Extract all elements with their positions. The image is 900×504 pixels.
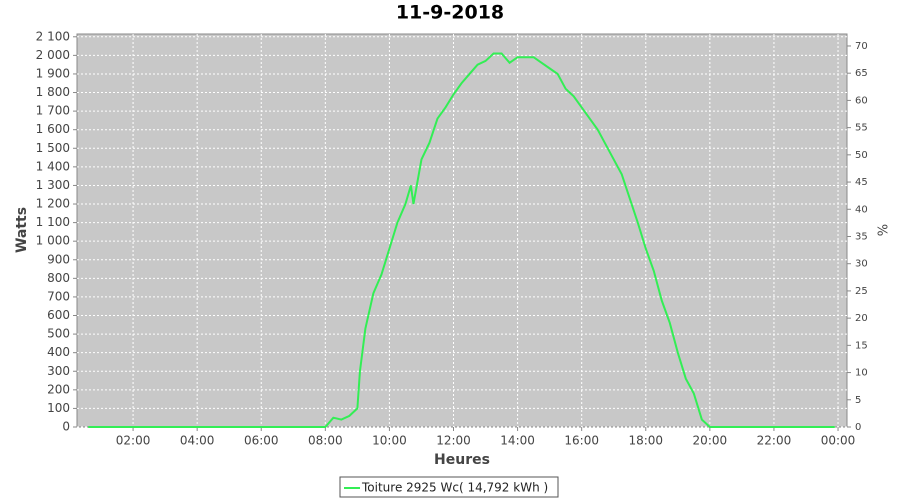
y2-tick-label: 65 [855,68,868,79]
y-tick-label: 500 [47,327,70,341]
x-tick-label: 06:00 [244,434,279,448]
y2-tick-label: 60 [855,95,868,106]
y-tick-label: 1 000 [36,234,70,248]
y-tick-label: 200 [47,382,70,396]
y2-tick-label: 25 [855,286,868,297]
y2-tick-label: 15 [855,340,868,351]
y2-tick-label: 10 [855,368,868,379]
y2-tick-label: 20 [855,313,868,324]
y2-tick-label: 50 [855,150,868,161]
y2-tick-label: 5 [855,395,861,406]
y-tick-label: 2 000 [36,48,70,62]
y2-tick-label: 45 [855,177,868,188]
chart-title: 11-9-2018 [396,2,504,24]
y-tick-label: 1 100 [36,215,70,229]
series-line [88,52,835,428]
x-tick-label: 08:00 [308,434,343,448]
y-tick-label: 1 400 [36,159,70,173]
y-tick-label: 1 600 [36,122,70,136]
legend-box [339,476,559,498]
plot-area [76,33,848,428]
legend-label: Toiture 2925 Wc( 14,792 kWh ) [361,481,548,495]
y-tick-label: 1 500 [36,141,70,155]
x-tick-label: 22:00 [757,434,792,448]
y2-tick-label: 55 [855,123,868,134]
y-tick-label: 1 200 [36,197,70,211]
y-tick-label: 0 [62,420,70,434]
y-tick-label: 2 100 [36,29,70,43]
y2-tick-label: 70 [855,41,868,52]
y-tick-label: 900 [47,252,70,266]
y-tick-label: 300 [47,364,70,378]
x-tick-label: 10:00 [372,434,407,448]
x-tick-label: 18:00 [628,434,663,448]
y2-tick-label: 0 [855,422,861,433]
y-tick-label: 1 700 [36,104,70,118]
y2-axis-label: % [877,224,892,236]
y-axis-label: Watts [14,207,30,253]
y-tick-label: 100 [47,401,70,415]
x-tick-label: 04:00 [180,434,215,448]
y-tick-label: 1 800 [36,85,70,99]
y-tick-label: 1 300 [36,178,70,192]
y2-tick-label: 35 [855,231,868,242]
x-tick-label: 00:00 [821,434,856,448]
x-tick-label: 16:00 [564,434,599,448]
y2-tick-label: 30 [855,259,868,270]
x-tick-label: 02:00 [116,434,151,448]
x-axis-label: Heures [434,452,490,468]
x-tick-label: 20:00 [693,434,728,448]
x-tick-label: 12:00 [436,434,471,448]
y-tick-label: 400 [47,345,70,359]
y-tick-label: 700 [47,289,70,303]
y-tick-label: 600 [47,308,70,322]
y2-tick-label: 40 [855,204,868,215]
x-tick-label: 14:00 [500,434,535,448]
y-tick-label: 1 900 [36,66,70,80]
y-tick-label: 800 [47,271,70,285]
